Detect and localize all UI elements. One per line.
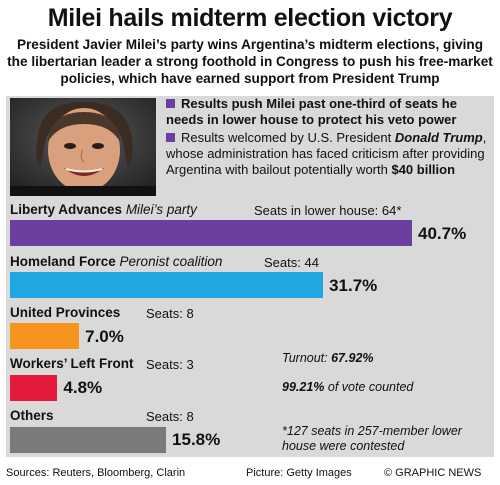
party-label-others: Others: [10, 408, 54, 423]
page-subtitle: President Javier Milei’s party wins Arge…: [7, 37, 493, 86]
party-label-workers: Workers’ Left Front: [10, 356, 134, 371]
bar-liberty: [10, 220, 412, 246]
seats-homeland: Seats: 44: [264, 255, 319, 270]
bar-united: [10, 323, 80, 349]
seats-liberty: Seats in lower house: 64*: [254, 203, 402, 218]
pct-others: 15.8%: [172, 430, 221, 449]
pct-homeland: 31.7%: [329, 276, 378, 295]
bar-workers: [10, 375, 58, 401]
party-label-liberty: Liberty Advances Milei’s party: [10, 202, 197, 217]
sources-credit: Sources: Reuters, Bloomberg, Clarin: [6, 467, 186, 479]
footnote: *127 seats in 257-member lower house wer…: [282, 424, 462, 453]
turnout-note: Turnout: 67.92%: [282, 351, 374, 365]
pct-liberty: 40.7%: [418, 224, 467, 243]
party-label-homeland: Homeland Force Peronist coalition: [10, 254, 223, 269]
bullet-veto-power: Results push Milei past one-third of sea…: [166, 96, 457, 127]
page-title: Milei hails midterm election victory: [47, 4, 453, 32]
milei-photo: [10, 98, 156, 196]
bar-others: [10, 427, 167, 453]
seats-united: Seats: 8: [146, 306, 194, 321]
bullet-square: [166, 99, 175, 108]
portrait-image: [10, 98, 156, 196]
bar-homeland: [10, 272, 324, 298]
bullet-square: [166, 133, 175, 142]
seats-others: Seats: 8: [146, 409, 194, 424]
pct-workers: 4.8%: [63, 378, 103, 397]
party-label-united: United Provinces: [10, 305, 121, 320]
picture-credit: Picture: Getty Images: [246, 467, 352, 479]
counted-note: 99.21% of vote counted: [282, 380, 414, 394]
graphic-news-credit: © GRAPHIC NEWS: [384, 467, 482, 479]
pct-united: 7.0%: [85, 327, 124, 346]
seats-workers: Seats: 3: [146, 357, 194, 372]
bullet-trump: Results welcomed by U.S. President Donal…: [166, 130, 487, 177]
